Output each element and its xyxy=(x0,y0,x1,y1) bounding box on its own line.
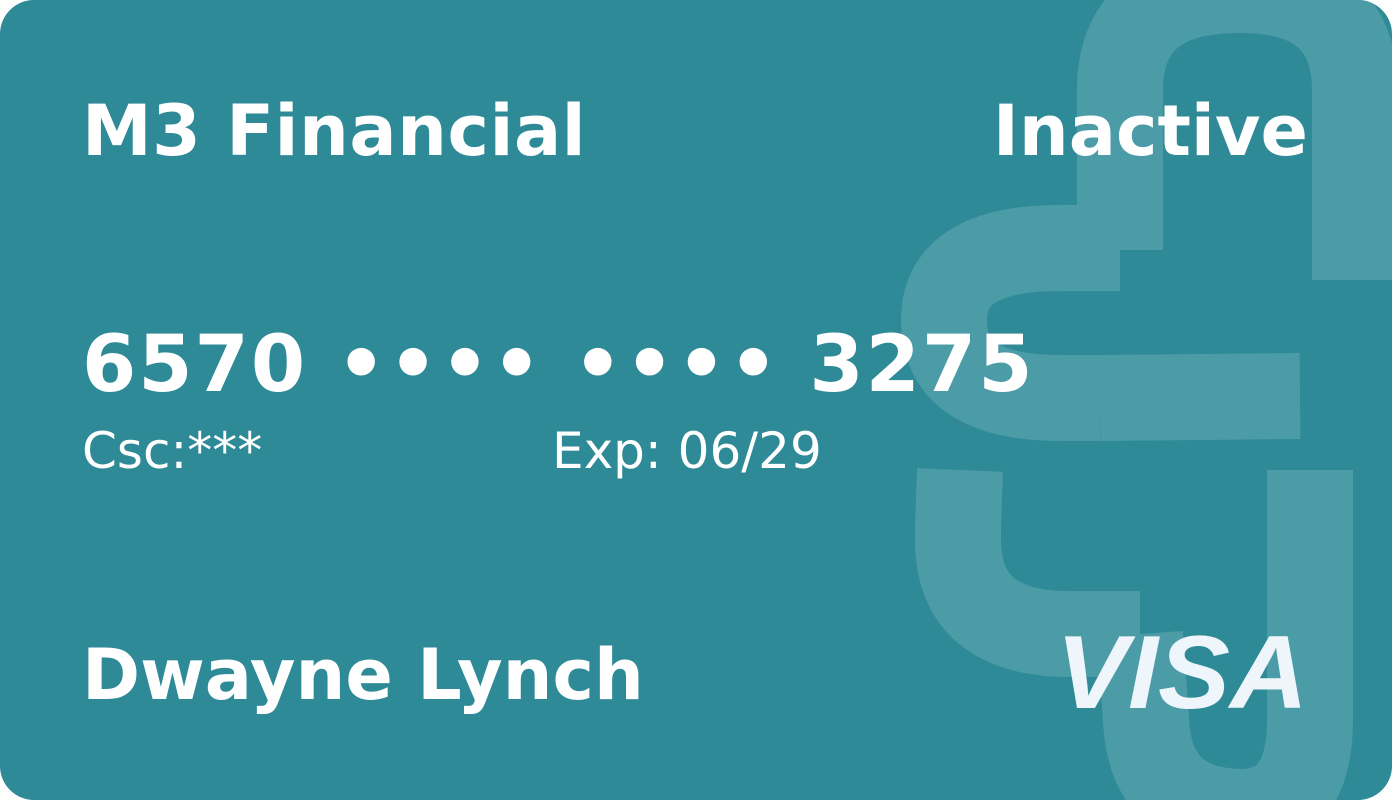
bank-name: M3 Financial xyxy=(82,90,587,172)
card-csc: Csc:*** xyxy=(82,422,263,480)
card-holder-name: Dwayne Lynch xyxy=(82,634,644,716)
svg-text:VISA: VISA xyxy=(1056,622,1308,718)
visa-logo: VISA xyxy=(1056,622,1308,718)
card-status: Inactive xyxy=(992,90,1308,172)
card-number: 6570 •••• •••• 3275 xyxy=(82,320,1035,410)
card-expiry: Exp: 06/29 xyxy=(552,422,822,480)
